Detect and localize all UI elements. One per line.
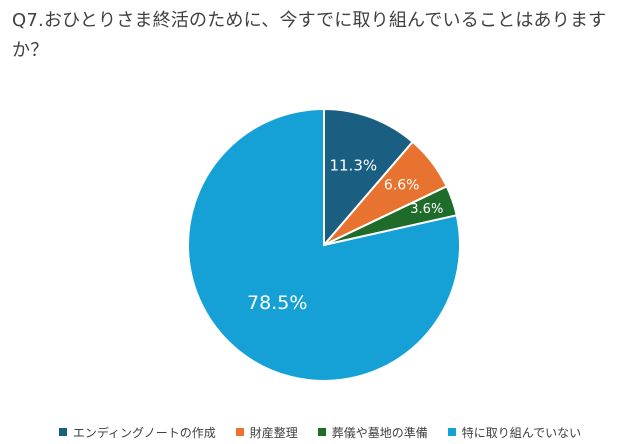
legend-swatch-ending-note [58, 428, 67, 436]
legend-item-asset-organizing: 財産整理 [235, 424, 298, 441]
pie-slices [187, 107, 461, 382]
legend-item-ending-note: エンディングノートの作成 [58, 424, 216, 441]
legend-label-ending-note: エンディングノートの作成 [72, 425, 216, 440]
pie-label-ending-note: 11.3% [329, 156, 377, 174]
legend-label-asset-organizing: 財産整理 [249, 425, 298, 440]
pie-slice-nothing [187, 107, 461, 382]
pie-chart: 11.3% 6.6% 3.6% 78.5% [187, 107, 461, 382]
legend-item-funeral-grave: 葬儀や墓地の準備 [317, 424, 428, 441]
pie-label-funeral-grave: 3.6% [410, 202, 443, 217]
pie-slice-ending-note [323, 107, 415, 248]
legend-swatch-nothing [447, 428, 456, 436]
legend-swatch-asset-organizing [235, 428, 244, 436]
pie-label-asset-organizing: 6.6% [384, 178, 420, 194]
legend-label-nothing: 特に取り組んでいない [461, 425, 582, 440]
pie-labels: 11.3% 6.6% 3.6% 78.5% [247, 156, 443, 314]
legend-swatch-funeral-grave [317, 428, 326, 436]
legend-item-nothing: 特に取り組んでいない [447, 424, 582, 441]
legend-label-funeral-grave: 葬儀や墓地の準備 [331, 425, 428, 440]
chart-legend: エンディングノートの作成 財産整理 葬儀や墓地の準備 特に取り組んでいない [0, 422, 640, 442]
chart-title: Q7.おひとりさま終活のために、今すでに取り組んでいることはありますか？ [12, 10, 607, 61]
pie-label-nothing: 78.5% [247, 292, 307, 314]
